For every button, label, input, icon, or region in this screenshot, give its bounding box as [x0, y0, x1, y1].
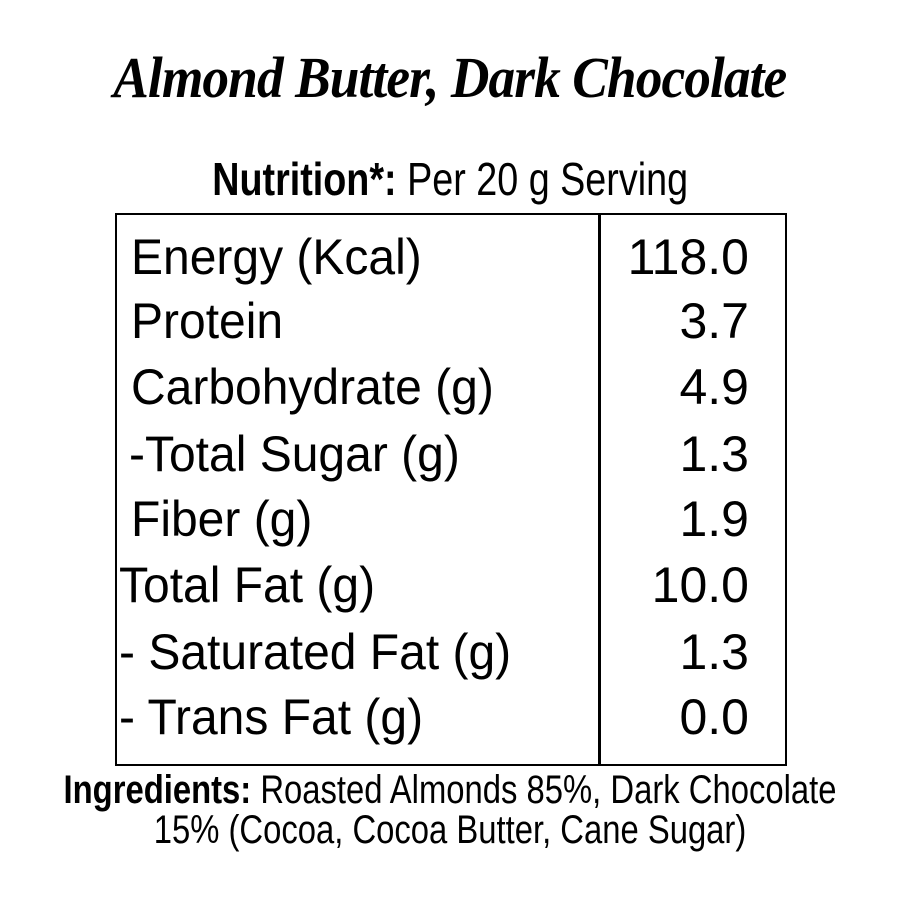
table-row: Total Fat (g) 10.0: [117, 553, 785, 618]
row-value: 0.0: [679, 689, 749, 745]
table-row: -Total Sugar (g) 1.3: [117, 422, 785, 487]
row-label: Carbohydrate (g): [131, 359, 494, 415]
serving-heading: Nutrition*: Per 20 g Serving: [0, 152, 900, 206]
row-value: 1.3: [679, 426, 749, 482]
table-row: - Trans Fat (g) 0.0: [117, 685, 785, 750]
table-row: - Saturated Fat (g) 1.3: [117, 620, 785, 685]
row-label: -Total Sugar (g): [129, 426, 460, 482]
table-row: Protein 3.7: [117, 289, 785, 354]
row-value: 3.7: [679, 293, 749, 349]
product-title: Almond Butter, Dark Chocolate: [113, 45, 787, 110]
row-label: Protein: [131, 293, 284, 349]
row-label: - Saturated Fat (g): [119, 624, 512, 680]
serving-size: Per 20 g Serving: [396, 153, 688, 205]
row-label: - Trans Fat (g): [119, 689, 424, 745]
row-label: Fiber (g): [131, 491, 313, 547]
row-label: Total Fat (g): [119, 557, 376, 613]
column-divider: [598, 215, 601, 764]
ingredients-label: Ingredients:: [63, 768, 252, 812]
ingredients: Ingredients: Roasted Almonds 85%, Dark C…: [0, 770, 900, 850]
row-value: 1.3: [679, 624, 749, 680]
row-value: 118.0: [627, 229, 749, 285]
row-value: 1.9: [679, 491, 749, 547]
table-row: Carbohydrate (g) 4.9: [117, 355, 785, 420]
nutrition-table: Energy (Kcal) 118.0 Protein 3.7 Carbohydra…: [115, 213, 787, 766]
ingredients-text: Roasted Almonds 85%, Dark Chocolate 15% …: [153, 768, 837, 852]
nutrition-label: Nutrition*:: [212, 153, 397, 205]
table-row: Energy (Kcal) 118.0: [117, 225, 785, 290]
row-label: Energy (Kcal): [131, 229, 422, 285]
row-value: 4.9: [679, 359, 749, 415]
table-row: Fiber (g) 1.9: [117, 487, 785, 552]
row-value: 10.0: [651, 557, 749, 613]
